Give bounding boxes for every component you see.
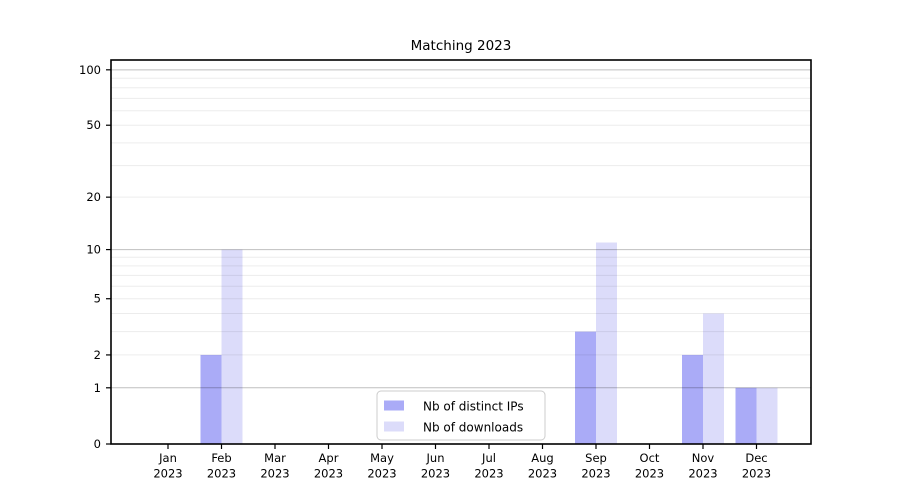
x-tick-label: Apr 2023 xyxy=(314,451,343,481)
legend-label-downloads: Nb of downloads xyxy=(423,421,523,435)
plot-border xyxy=(110,59,812,445)
legend-label-distinct-ips: Nb of distinct IPs xyxy=(423,400,524,414)
bars-layer xyxy=(200,242,778,444)
x-tick-label: Dec 2023 xyxy=(742,451,771,481)
x-tick-label: Jul 2023 xyxy=(474,451,503,481)
y-tick-label: 20 xyxy=(86,190,101,204)
x-tick-label: May 2023 xyxy=(367,451,396,481)
bar-downloads xyxy=(596,242,617,444)
y-tick-label: 0 xyxy=(94,437,101,451)
grid-layer xyxy=(111,69,811,389)
axes-layer: 0 1 2 5 10 20 50 100 Jan 2023 Feb 2023 Mar 2023 Apr 202… xyxy=(79,63,771,481)
x-tick-label: Oct 2023 xyxy=(635,451,664,481)
bar-downloads xyxy=(221,249,243,444)
legend-box xyxy=(376,390,546,441)
y-tick-label: 50 xyxy=(86,118,101,132)
bar-distinct-ips xyxy=(682,354,703,444)
chart-title: Matching 2023 xyxy=(411,38,512,54)
x-tick-label: Sep 2023 xyxy=(581,451,610,481)
y-tick-label: 10 xyxy=(86,243,101,257)
bar-distinct-ips xyxy=(200,354,222,444)
x-tick-label: Jan 2023 xyxy=(153,451,182,481)
bar-downloads xyxy=(703,313,724,444)
y-tick-label: 100 xyxy=(79,63,101,77)
x-tick-label: Aug 2023 xyxy=(528,451,557,481)
legend: Nb of distinct IPs Nb of downloads xyxy=(376,390,546,441)
x-tick-label: Nov 2023 xyxy=(688,451,717,481)
bar-distinct-ips xyxy=(735,387,757,444)
legend-swatch-distinct-ips xyxy=(384,400,404,411)
y-tick-label: 2 xyxy=(94,348,101,362)
y-tick-label: 5 xyxy=(94,292,101,306)
x-tick-label: Mar 2023 xyxy=(260,451,289,481)
y-tick-label: 1 xyxy=(94,381,101,395)
bar-downloads xyxy=(756,387,778,444)
x-tick-label: Feb 2023 xyxy=(207,451,236,481)
legend-swatch-downloads xyxy=(384,421,404,432)
bar-distinct-ips xyxy=(575,331,596,444)
x-tick-label: Jun 2023 xyxy=(421,451,450,481)
